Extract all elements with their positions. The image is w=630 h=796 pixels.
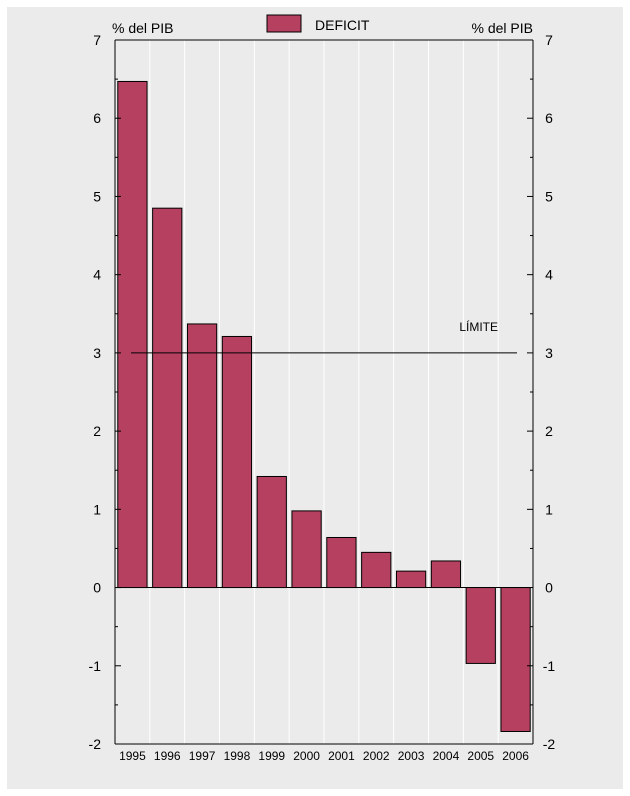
ytick-label-left: 3 <box>93 345 101 361</box>
ytick-label-left: 5 <box>93 188 101 204</box>
ytick-layer: -2 -2 -1 -1 0 0 1 1 2 2 3 3 4 4 5 5 6 6 7 7 <box>89 32 556 752</box>
ytick-label-left: 1 <box>93 501 101 517</box>
bar-2003 <box>395 570 427 589</box>
xtick-label-2002: 2002 <box>363 749 390 763</box>
ytick-label-right: 6 <box>545 110 553 126</box>
xtick-label-2005: 2005 <box>467 749 494 763</box>
ytick-label-left: 4 <box>93 267 101 283</box>
ytick-label-right: 1 <box>545 501 553 517</box>
bar-2004 <box>430 560 462 589</box>
ytick-label-right: -1 <box>543 658 556 674</box>
bar-2001 <box>326 536 357 589</box>
xtick-label-2006: 2006 <box>502 749 529 763</box>
bar-1995 <box>117 80 148 589</box>
ytick-label-right: -2 <box>543 736 556 752</box>
legend: DEFICIT <box>266 14 370 33</box>
xtick-label-2000: 2000 <box>293 749 320 763</box>
ytick-label-left: 2 <box>93 423 101 439</box>
ytick-label-right: 3 <box>545 345 553 361</box>
ytick-label-right: 0 <box>545 580 553 596</box>
bar-1998 <box>221 335 253 589</box>
grid-layer <box>115 40 533 744</box>
reference-line-group: LÍMITE <box>131 319 517 354</box>
xtick-label-2004: 2004 <box>433 749 460 763</box>
limit-label: LÍMITE <box>459 319 498 334</box>
ytick-label-left: 6 <box>93 110 101 126</box>
xtick-label-2001: 2001 <box>328 749 355 763</box>
ytick-label-right: 7 <box>545 32 553 48</box>
bar-1999 <box>256 475 287 589</box>
bar-2000 <box>291 510 322 589</box>
ytick-label-left: -2 <box>89 736 102 752</box>
bar-2005 <box>465 587 496 664</box>
ytick-label-right: 2 <box>545 423 553 439</box>
bar-2002 <box>361 551 392 589</box>
legend-swatch <box>266 14 302 33</box>
xtick-label-1995: 1995 <box>119 749 146 763</box>
ytick-label-left: 7 <box>93 32 101 48</box>
xtick-label-1996: 1996 <box>154 749 181 763</box>
bar-1997 <box>186 323 218 589</box>
bar-2006 <box>500 587 531 732</box>
bar-layer <box>117 80 531 732</box>
y-axis-title-left: % del PIB <box>112 20 173 36</box>
ytick-label-left: -1 <box>89 658 102 674</box>
bar-1996 <box>152 207 183 589</box>
xtick-label-1997: 1997 <box>189 749 216 763</box>
legend-label: DEFICIT <box>315 17 370 33</box>
xtick-label-1998: 1998 <box>224 749 251 763</box>
xtick-layer: 1995 1996 1997 1998 1999 2000 2001 2002 2003 2004… <box>119 749 529 763</box>
xtick-label-1999: 1999 <box>258 749 285 763</box>
ytick-label-left: 0 <box>93 580 101 596</box>
ytick-label-right: 4 <box>545 267 553 283</box>
xtick-label-2003: 2003 <box>398 749 425 763</box>
y-axis-title-right: % del PIB <box>472 20 533 36</box>
ytick-label-right: 5 <box>545 188 553 204</box>
